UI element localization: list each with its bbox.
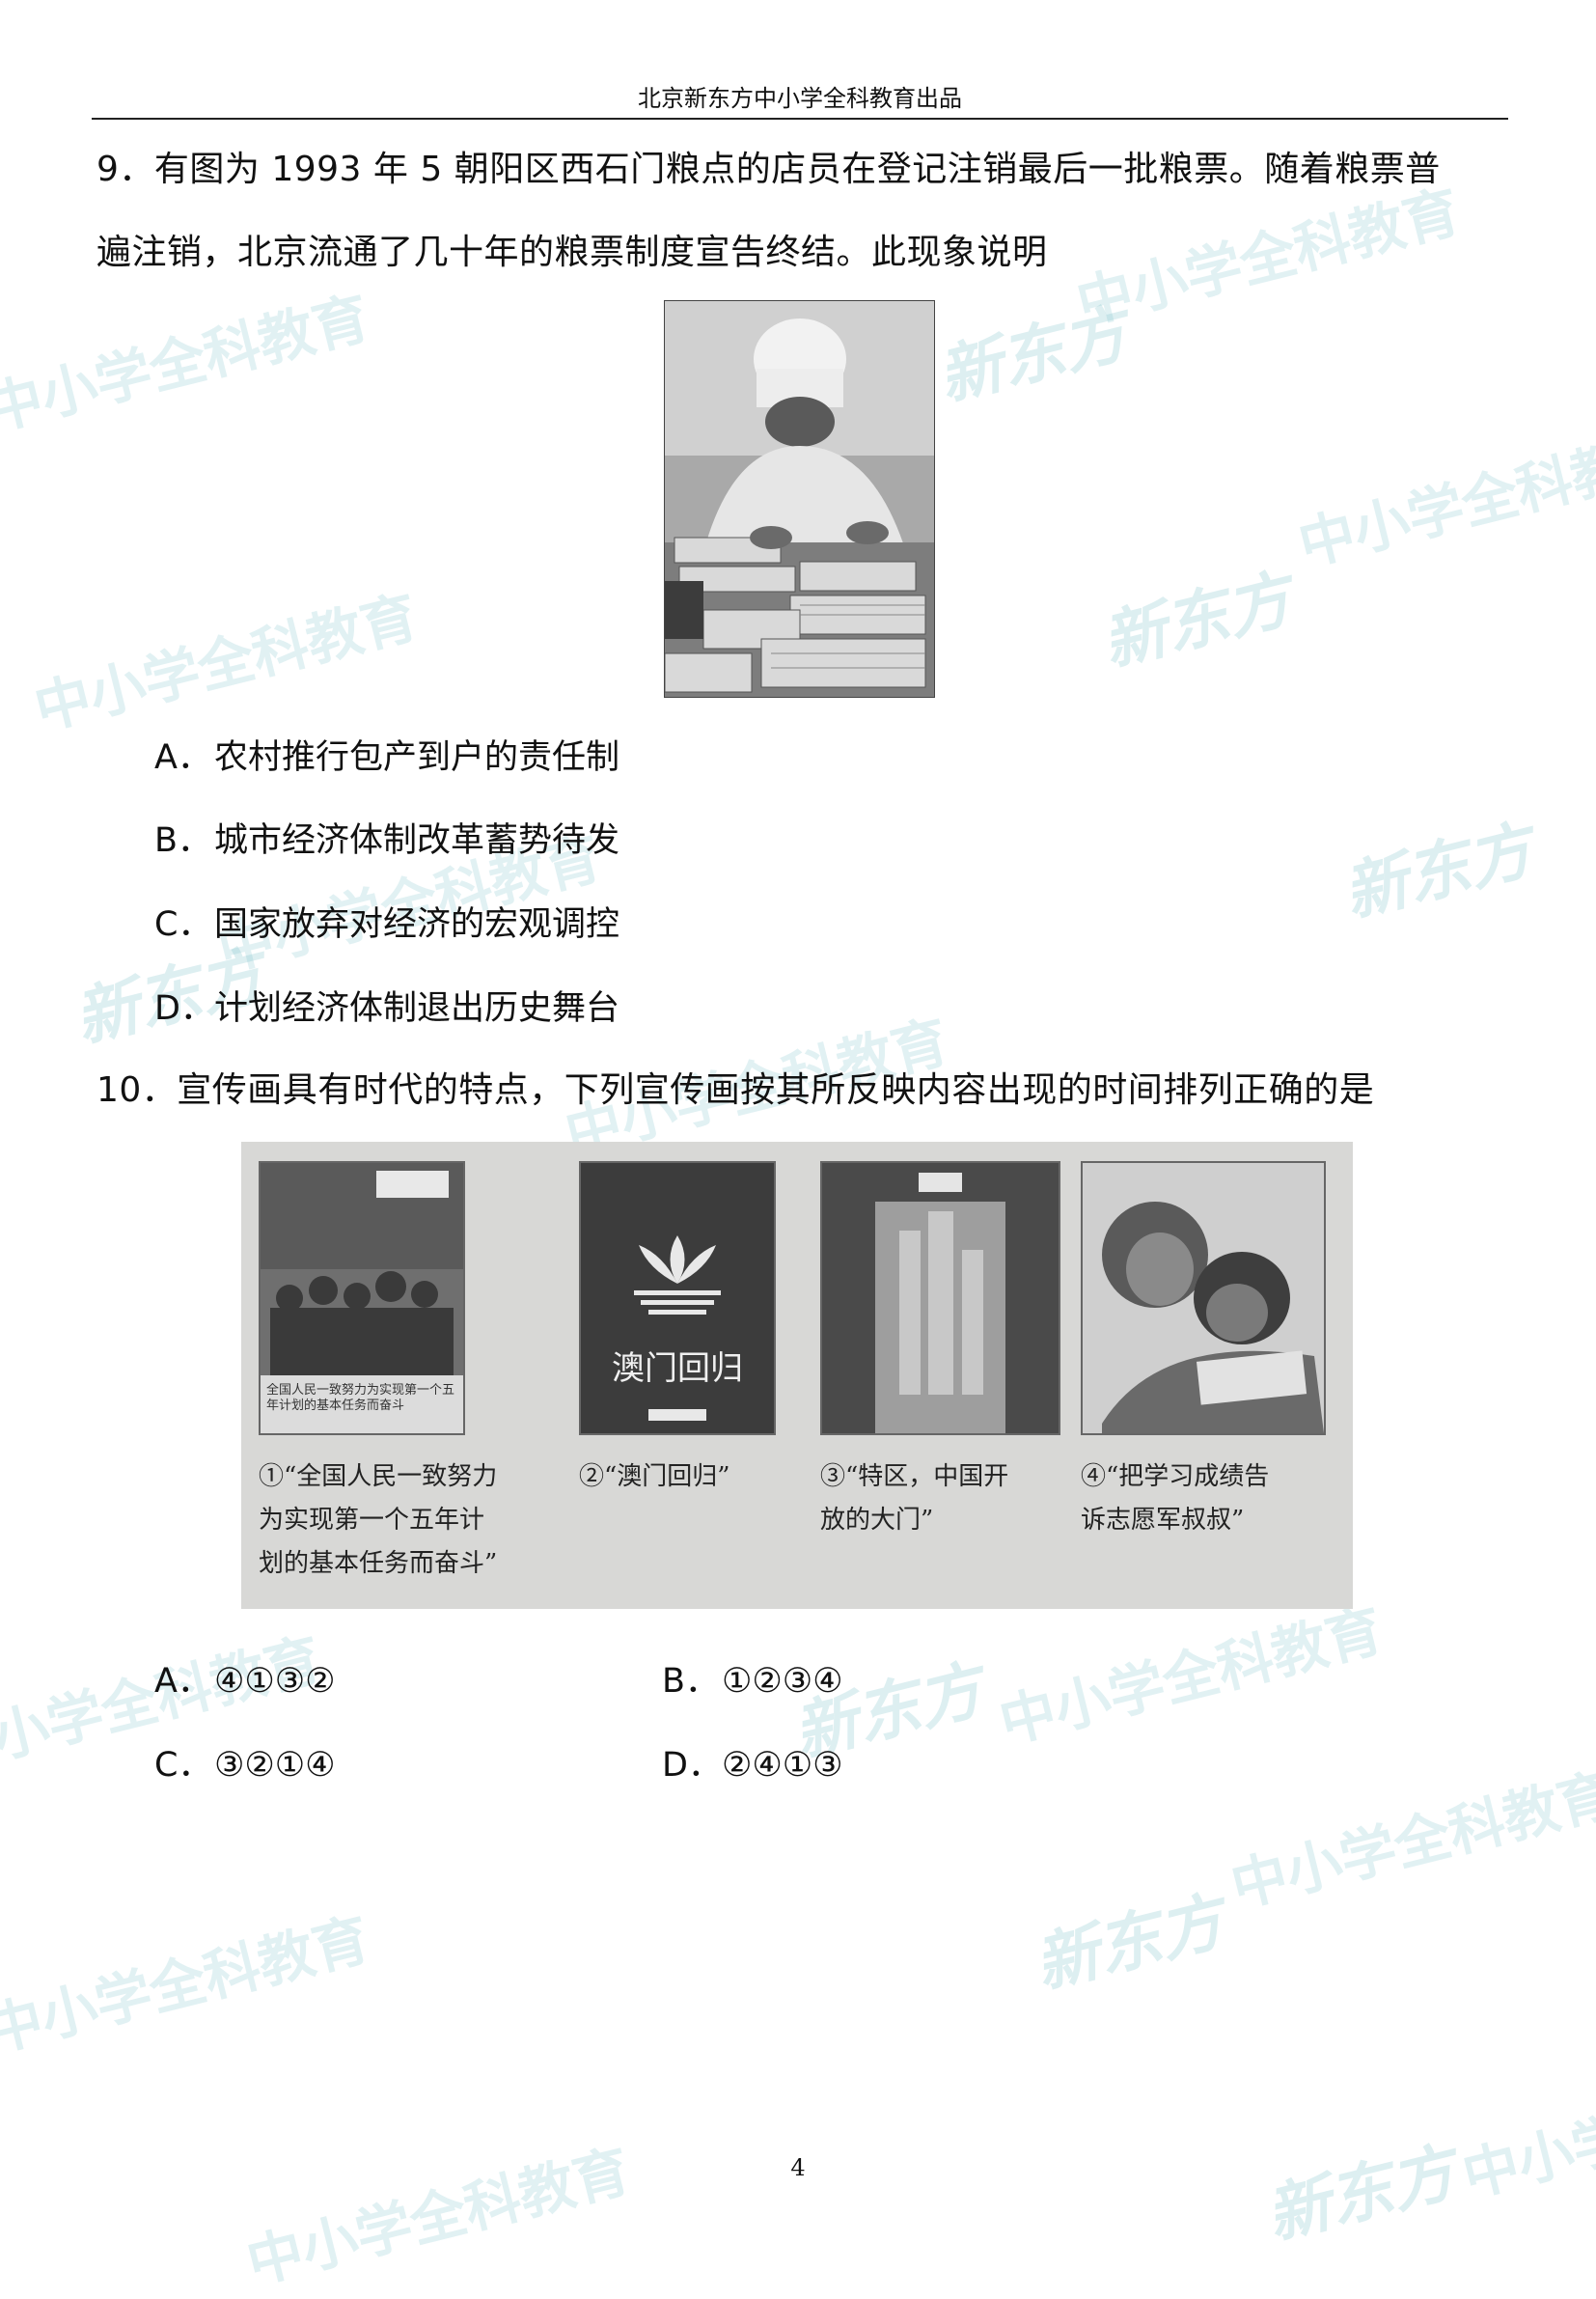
watermark-logo: 新东方 [1027, 1884, 1231, 2003]
option-letter: B． [662, 1662, 720, 1701]
watermark-logo: 新东方 [1258, 2135, 1463, 2254]
q10-option-a[interactable]: A．④①③② [154, 1653, 336, 1703]
caption-line: 为实现第一个五年计 [259, 1506, 485, 1535]
watermark: 中小学全科教育 [28, 583, 425, 742]
watermark: 中小学全科教育 [0, 284, 376, 443]
caption-line: ①“全国人民一致努力 [259, 1462, 498, 1491]
option-text: 国家放弃对经济的宏观调控 [214, 905, 620, 944]
watermark-logo: 新东方 [1094, 562, 1299, 680]
option-letter: C． [154, 1746, 212, 1785]
poster-3-caption: ③“特区，中国开 放的大门” [820, 1455, 1008, 1542]
watermark: 中小学全科教育 [1456, 2050, 1596, 2209]
option-text: 计划经济体制退出历史舞台 [214, 989, 620, 1028]
q9-option-b[interactable]: B．城市经济体制改革蓄势待发 [154, 813, 619, 862]
poster-3 [820, 1161, 1060, 1435]
poster-2: 澳门回归 [579, 1161, 776, 1435]
q10-option-c[interactable]: C．③②①④ [154, 1737, 336, 1787]
page-number: 4 [790, 2154, 806, 2181]
q10-posters-figure: 全国人民一致努力为实现第一个五年计划的基本任务而奋斗 ①“全国人民一致努力 为实… [241, 1142, 1353, 1609]
option-letter: A． [154, 738, 211, 777]
caption-line: 诉志愿军叔叔” [1081, 1506, 1245, 1535]
option-text: ②④①③ [722, 1746, 843, 1785]
option-text: ③②①④ [214, 1746, 336, 1785]
poster-2-inner-text: 澳门回归 [612, 1349, 743, 1388]
option-letter: C． [154, 905, 212, 944]
poster-1: 全国人民一致努力为实现第一个五年计划的基本任务而奋斗 [259, 1161, 465, 1435]
caption-line: 划的基本任务而奋斗” [259, 1549, 498, 1578]
q10-stem: 10．宣传画具有时代的特点，下列宣传画按其所反映内容出现的时间排列正确的是 [96, 1070, 1375, 1110]
watermark: 中小学全科教育 [240, 2137, 637, 2296]
option-text: 农村推行包产到户的责任制 [214, 738, 620, 777]
option-letter: D． [662, 1746, 722, 1785]
watermark: 中小学全科教育 [0, 1905, 376, 2064]
q9-option-c[interactable]: C．国家放弃对经济的宏观调控 [154, 897, 619, 946]
q10-option-b[interactable]: B．①②③④ [662, 1653, 843, 1703]
option-letter: A． [154, 1662, 211, 1701]
q9-stem-line2: 遍注销，北京流通了几十年的粮票制度宣告终结。此现象说明 [96, 233, 1048, 272]
poster-2-caption: ②“澳门回归” [579, 1455, 730, 1499]
q9-option-a[interactable]: A．农村推行包产到户的责任制 [154, 730, 619, 779]
q9-option-d[interactable]: D．计划经济体制退出历史舞台 [154, 981, 619, 1030]
q10-option-d[interactable]: D．②④①③ [662, 1737, 843, 1787]
q9-stem-line1: 9．有图为 1993 年 5 朝阳区西石门粮点的店员在登记注销最后一批粮票。随着… [96, 150, 1441, 189]
poster-1-caption: ①“全国人民一致努力 为实现第一个五年计 划的基本任务而奋斗” [259, 1455, 497, 1586]
option-text: ④①③② [214, 1662, 336, 1701]
watermark-logo: 新东方 [930, 296, 1135, 415]
watermark: 中小学全科教育 [1292, 419, 1596, 578]
watermark: 中小学全科教育 [993, 1596, 1390, 1756]
caption-line: ②“澳门回归” [579, 1462, 730, 1491]
poster-1-inner-text: 全国人民一致努力为实现第一个五年计划的基本任务而奋斗 [266, 1383, 455, 1413]
watermark: 中小学全科教育 [1070, 178, 1467, 337]
poster-4 [1081, 1161, 1326, 1435]
page-header: 北京新东方中小学全科教育出品 [638, 85, 962, 112]
option-letter: D． [154, 989, 214, 1028]
option-text: 城市经济体制改革蓄势待发 [214, 821, 620, 860]
option-text: ①②③④ [722, 1662, 843, 1701]
caption-line: 放的大门” [820, 1506, 934, 1535]
poster-4-caption: ④“把学习成绩告 诉志愿军叔叔” [1081, 1455, 1269, 1542]
q9-photo-ration-coupons [664, 300, 935, 698]
header-divider [92, 118, 1508, 120]
watermark: 中小学全科教育 [1225, 1760, 1596, 1920]
watermark-logo: 新东方 [1335, 813, 1540, 931]
caption-line: ③“特区，中国开 [820, 1462, 1009, 1491]
option-letter: B． [154, 821, 212, 860]
caption-line: ④“把学习成绩告 [1081, 1462, 1270, 1491]
